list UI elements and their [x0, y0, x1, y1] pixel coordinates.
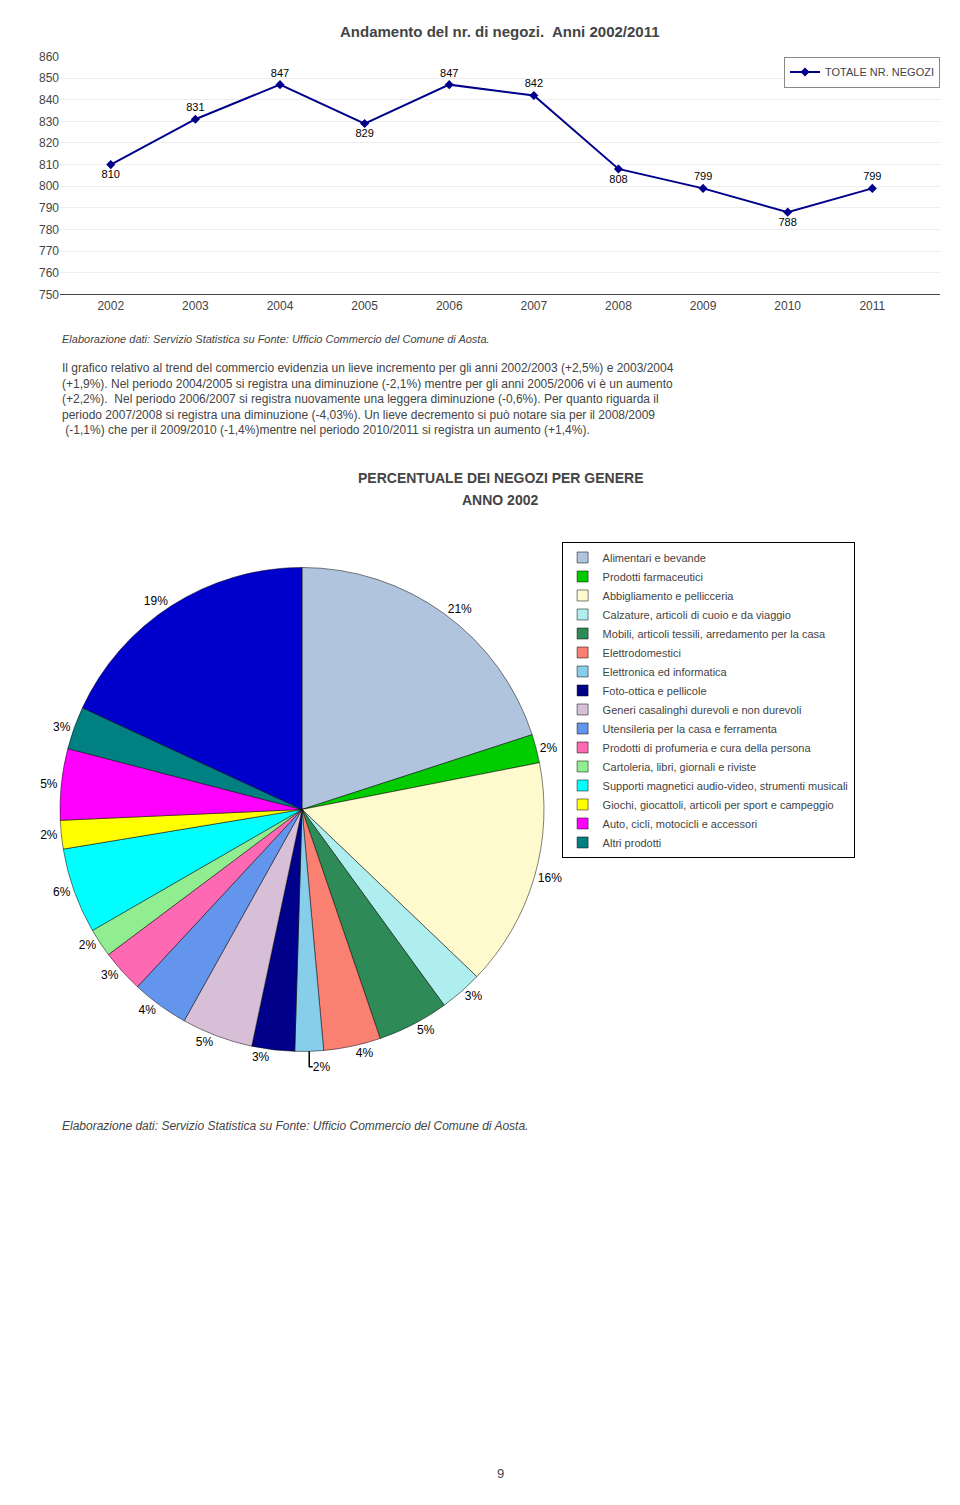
svg-text:19%: 19%: [144, 594, 168, 608]
svg-text:2%: 2%: [79, 938, 97, 952]
svg-text:9: 9: [497, 1466, 504, 1481]
svg-text:810: 810: [39, 158, 59, 172]
svg-text:850: 850: [39, 71, 59, 85]
svg-text:Elaborazione dati: Servizio St: Elaborazione dati: Servizio Statistica s…: [62, 1119, 528, 1133]
svg-text:5%: 5%: [40, 777, 58, 791]
svg-text:788: 788: [779, 216, 797, 228]
svg-text:770: 770: [39, 244, 59, 258]
svg-text:Auto, cicli, motocicli e acces: Auto, cicli, motocicli e accessori: [603, 818, 758, 830]
svg-text:3%: 3%: [465, 989, 483, 1003]
svg-text:Utensileria per la casa e ferr: Utensileria per la casa e ferramenta: [603, 723, 778, 735]
svg-text:Il grafico relativo al trend d: Il grafico relativo al trend del commerc…: [62, 361, 674, 437]
svg-text:ANNO 2002: ANNO 2002: [462, 492, 538, 508]
svg-text:831: 831: [186, 101, 204, 113]
svg-text:2%: 2%: [40, 828, 58, 842]
svg-text:5%: 5%: [417, 1023, 435, 1037]
svg-text:840: 840: [39, 93, 59, 107]
svg-text:16%: 16%: [538, 871, 562, 885]
svg-text:847: 847: [271, 67, 289, 79]
svg-text:820: 820: [39, 136, 59, 150]
svg-text:3%: 3%: [101, 968, 119, 982]
svg-text:6%: 6%: [53, 885, 71, 899]
svg-text:810: 810: [102, 168, 120, 180]
svg-text:Cartoleria, libri, giornali e: Cartoleria, libri, giornali e riviste: [603, 761, 756, 773]
svg-text:Mobili, articoli tessili, arre: Mobili, articoli tessili, arredamento pe…: [603, 628, 826, 640]
svg-text:799: 799: [694, 170, 712, 182]
svg-text:TOTALE NR. NEGOZI: TOTALE NR. NEGOZI: [825, 66, 934, 78]
svg-text:760: 760: [39, 266, 59, 280]
svg-text:Altri prodotti: Altri prodotti: [603, 837, 662, 849]
svg-text:Elettrodomestici: Elettrodomestici: [603, 647, 681, 659]
svg-text:2011: 2011: [859, 299, 885, 313]
svg-text:5%: 5%: [196, 1035, 214, 1049]
svg-text:2008: 2008: [605, 299, 632, 313]
svg-text:847: 847: [440, 67, 458, 79]
svg-text:2%: 2%: [540, 741, 558, 755]
svg-text:2004: 2004: [267, 299, 294, 313]
svg-text:830: 830: [39, 115, 59, 129]
svg-text:Elettronica ed informatica: Elettronica ed informatica: [603, 666, 728, 678]
svg-text:829: 829: [355, 127, 373, 139]
svg-text:790: 790: [39, 201, 59, 215]
svg-text:842: 842: [525, 77, 543, 89]
svg-text:Supporti magnetici audio-video: Supporti magnetici audio-video, strument…: [603, 780, 848, 792]
svg-text:Andamento del nr. di negozi.: Andamento del nr. di negozi. Anni 2002/2…: [340, 23, 660, 40]
svg-text:Giochi, giocattoli, articoli p: Giochi, giocattoli, articoli per sport e…: [603, 799, 834, 811]
svg-text:800: 800: [39, 179, 59, 193]
svg-text:Prodotti di profumeria e cura: Prodotti di profumeria e cura della pers…: [603, 742, 812, 754]
svg-text:Foto-ottica e pellicole: Foto-ottica e pellicole: [603, 685, 707, 697]
svg-text:2003: 2003: [182, 299, 209, 313]
svg-text:2006: 2006: [436, 299, 463, 313]
svg-text:2010: 2010: [774, 299, 801, 313]
svg-text:3%: 3%: [252, 1050, 270, 1064]
svg-text:PERCENTUALE DEI NEGOZI PER GEN: PERCENTUALE DEI NEGOZI PER GENERE: [358, 470, 643, 486]
svg-text:750: 750: [39, 288, 59, 302]
svg-text:4%: 4%: [139, 1003, 157, 1017]
svg-text:2%: 2%: [313, 1060, 331, 1074]
svg-text:4%: 4%: [356, 1046, 374, 1060]
svg-text:780: 780: [39, 223, 59, 237]
svg-text:860: 860: [39, 50, 59, 64]
svg-text:Prodotti farmaceutici: Prodotti farmaceutici: [603, 571, 703, 583]
svg-text:Calzature, articoli di cuoio e: Calzature, articoli di cuoio e da viaggi…: [603, 609, 791, 621]
svg-text:Abbigliamento e pellicceria: Abbigliamento e pellicceria: [603, 590, 735, 602]
svg-text:2005: 2005: [351, 299, 378, 313]
svg-text:2002: 2002: [97, 299, 124, 313]
svg-text:2007: 2007: [520, 299, 547, 313]
svg-text:808: 808: [609, 173, 627, 185]
svg-text:21%: 21%: [448, 602, 472, 616]
svg-text:2009: 2009: [690, 299, 717, 313]
svg-text:799: 799: [863, 170, 881, 182]
svg-text:3%: 3%: [53, 720, 71, 734]
svg-text:Generi casalinghi durevoli e n: Generi casalinghi durevoli e non durevol…: [603, 704, 802, 716]
svg-text:Alimentari e bevande: Alimentari e bevande: [603, 552, 706, 564]
svg-text:Elaborazione dati: Servizio St: Elaborazione dati: Servizio Statistica s…: [62, 333, 490, 345]
